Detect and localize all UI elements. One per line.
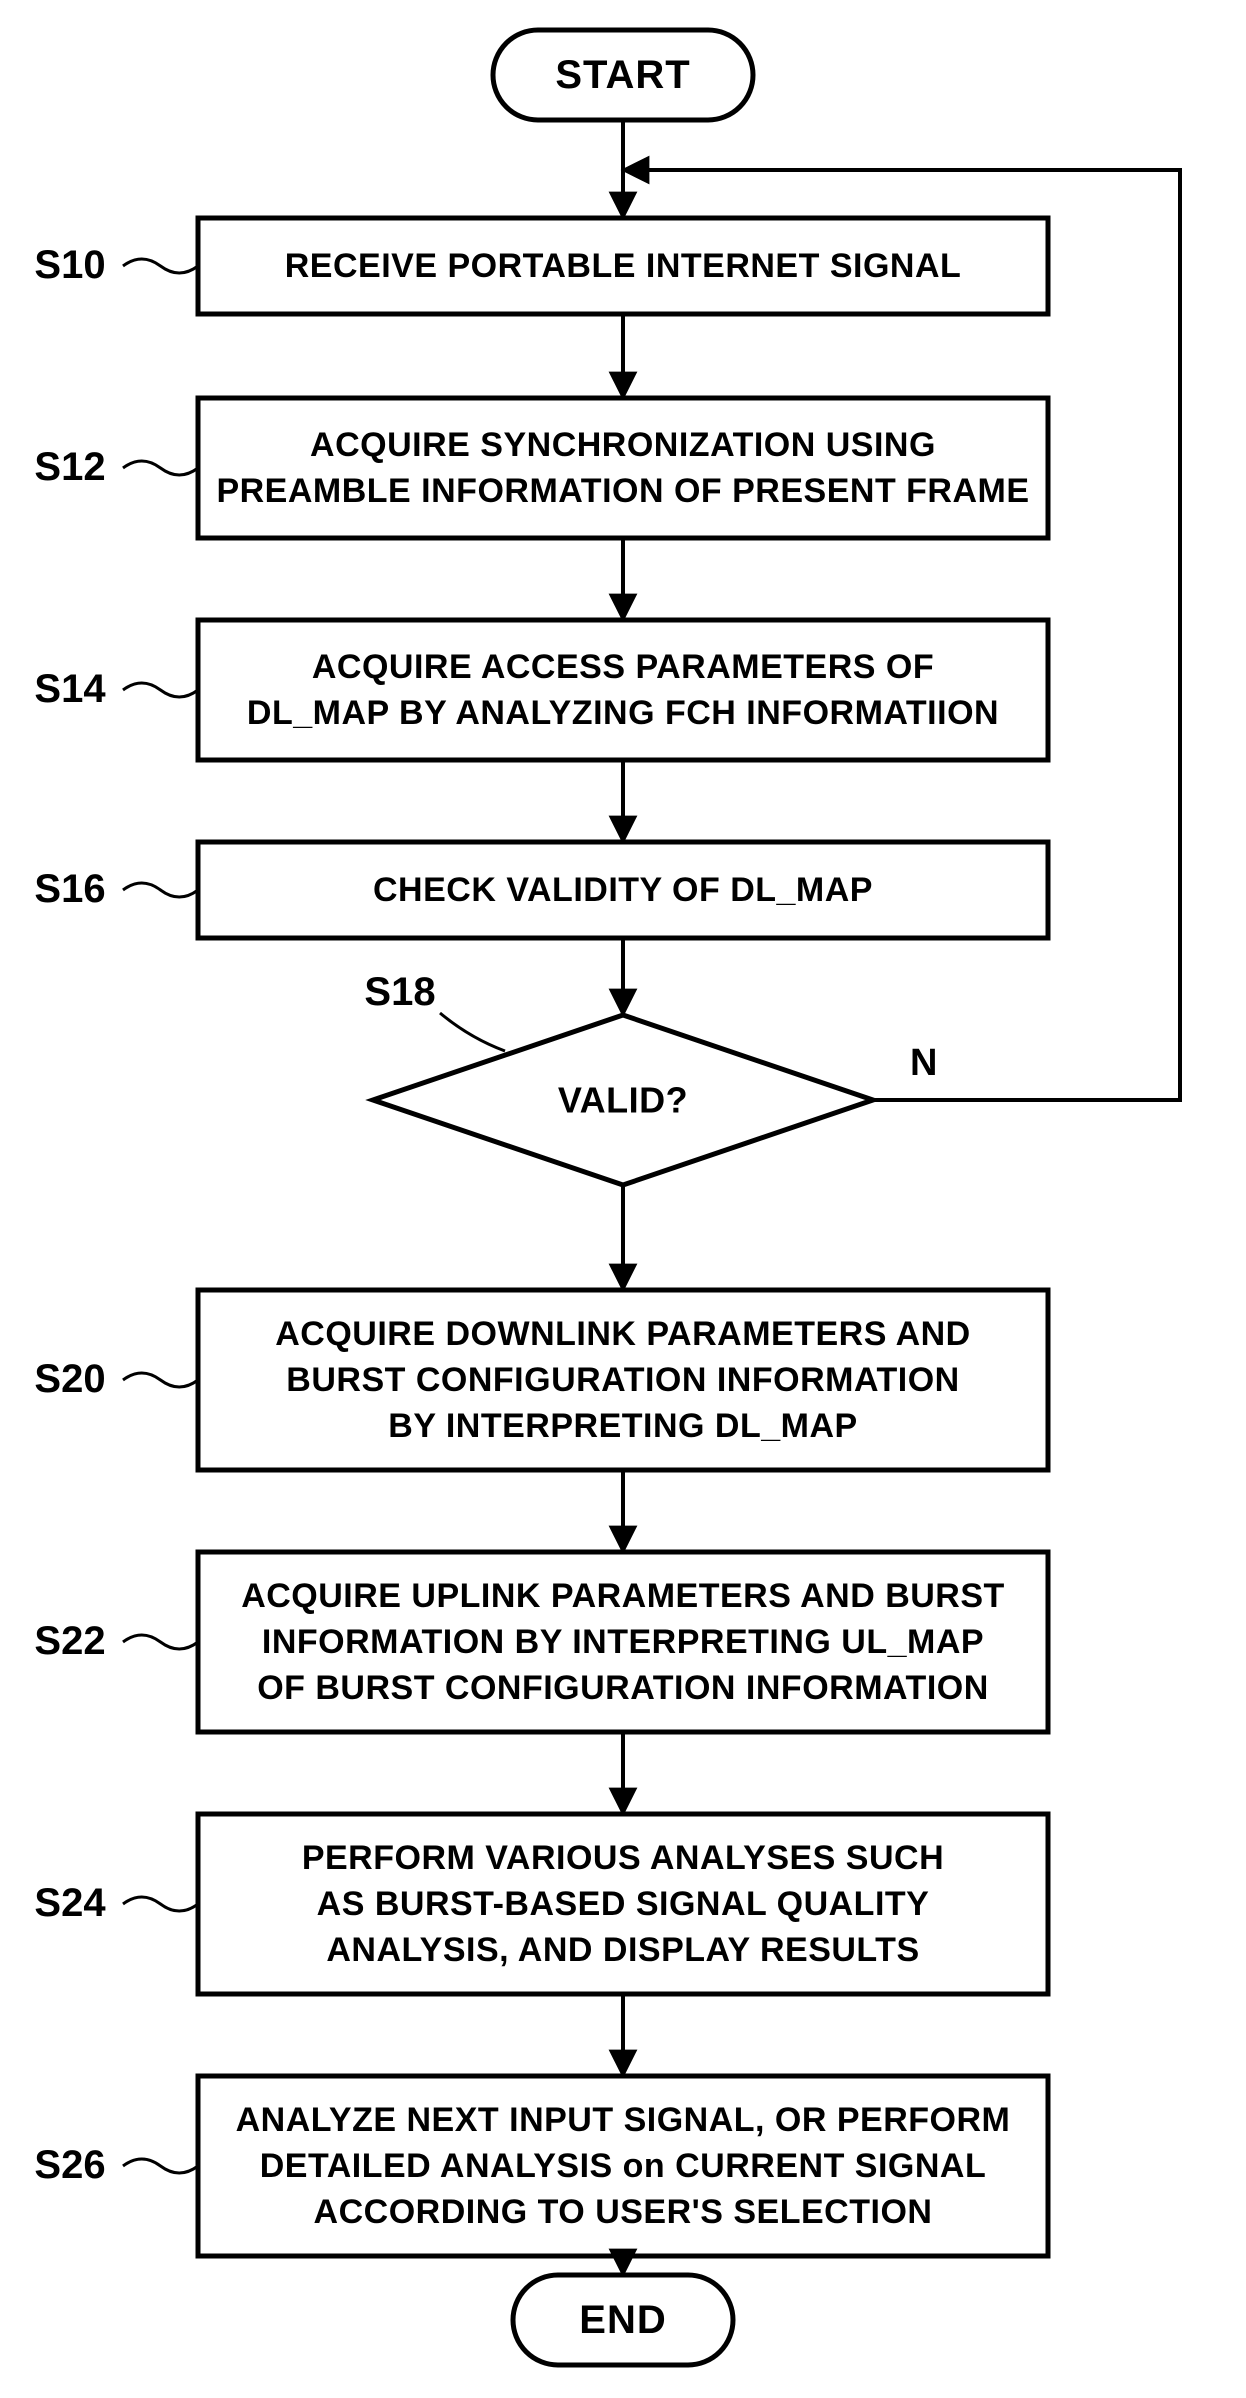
decision-text: VALID?: [558, 1080, 688, 1121]
step-S14-text-line-1: DL_MAP BY ANALYZING FCH INFORMATIION: [247, 694, 999, 732]
step-S22-text-line-0: ACQUIRE UPLINK PARAMETERS AND BURST: [241, 1577, 1005, 1615]
terminator-start-label: START: [555, 53, 690, 97]
step-S10: RECEIVE PORTABLE INTERNET SIGNAL: [198, 218, 1048, 314]
step-S26-text-line-2: ACCORDING TO USER'S SELECTION: [314, 2193, 933, 2231]
step-S24: PERFORM VARIOUS ANALYSES SUCH AS BURST-BA…: [198, 1814, 1048, 1994]
step-S26-text-line-1: DETAILED ANALYSIS on CURRENT SIGNAL: [260, 2147, 987, 2185]
label-text-S10: S10: [34, 243, 105, 287]
step-S24-text-line-0: PERFORM VARIOUS ANALYSES SUCH: [302, 1839, 944, 1877]
terminator-end-label: END: [579, 2298, 666, 2342]
step-S20-text-line-0: ACQUIRE DOWNLINK PARAMETERS AND: [275, 1315, 970, 1353]
step-S24-text-line-2: ANALYSIS, AND DISPLAY RESULTS: [326, 1931, 919, 1969]
label-text-S22: S22: [34, 1619, 105, 1663]
step-S14: ACQUIRE ACCESS PARAMETERS OF DL_MAP BY AN…: [198, 620, 1048, 760]
decision-label: S18: [364, 970, 435, 1014]
step-S20: ACQUIRE DOWNLINK PARAMETERS AND BURST CON…: [198, 1290, 1048, 1470]
step-S16: CHECK VALIDITY OF DL_MAP: [198, 842, 1048, 938]
step-S22-text-line-1: INFORMATION BY INTERPRETING UL_MAP: [262, 1623, 984, 1661]
step-S10-text-line-0: RECEIVE PORTABLE INTERNET SIGNAL: [285, 247, 962, 285]
step-S26: ANALYZE NEXT INPUT SIGNAL, OR PERFORM DET…: [198, 2076, 1048, 2256]
step-S12: ACQUIRE SYNCHRONIZATION USING PREAMBLE IN…: [198, 398, 1048, 538]
step-S20-text-line-2: BY INTERPRETING DL_MAP: [388, 1407, 857, 1445]
flowchart-diagram: START END RECEIVE PORTABLE INTERNET SIGNAL…: [0, 0, 1246, 2398]
terminator-end: END: [513, 2275, 733, 2365]
step-S26-text-line-0: ANALYZE NEXT INPUT SIGNAL, OR PERFORM: [236, 2101, 1011, 2139]
step-S20-text-line-1: BURST CONFIGURATION INFORMATION: [286, 1361, 959, 1399]
step-S12-text-line-1: PREAMBLE INFORMATION OF PRESENT FRAME: [216, 472, 1029, 510]
terminator-start: START: [493, 30, 753, 120]
label-text-S12: S12: [34, 445, 105, 489]
step-S22-text-line-2: OF BURST CONFIGURATION INFORMATION: [257, 1669, 989, 1707]
step-S16-text-line-0: CHECK VALIDITY OF DL_MAP: [373, 871, 873, 909]
label-text-S14: S14: [34, 667, 106, 711]
step-S24-text-line-1: AS BURST-BASED SIGNAL QUALITY: [317, 1885, 930, 1923]
step-S14-text-line-0: ACQUIRE ACCESS PARAMETERS OF: [312, 648, 934, 686]
step-S12-text-line-0: ACQUIRE SYNCHRONIZATION USING: [310, 426, 936, 464]
label-text-S16: S16: [34, 867, 105, 911]
branch-no-label: N: [910, 1042, 937, 1084]
step-S22: ACQUIRE UPLINK PARAMETERS AND BURST INFOR…: [198, 1552, 1048, 1732]
label-text-S24: S24: [34, 1881, 106, 1925]
label-text-S26: S26: [34, 2143, 105, 2187]
label-text-S20: S20: [34, 1357, 105, 1401]
